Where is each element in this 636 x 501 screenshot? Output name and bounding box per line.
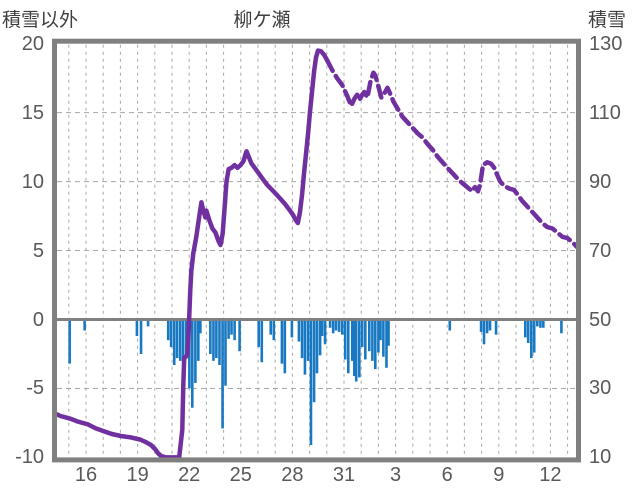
right-axis-tick-130: 130 <box>589 32 623 55</box>
right-axis-tick-10: 10 <box>589 446 612 469</box>
left-axis-tick--5: -5 <box>26 377 44 400</box>
x-axis-tick-22: 22 <box>178 464 201 486</box>
right-axis-title: 積雪 <box>588 10 627 31</box>
right-axis-tick-50: 50 <box>589 308 612 331</box>
x-axis-tick-19: 19 <box>126 464 149 486</box>
left-axis-tick--10: -10 <box>15 446 44 469</box>
x-axis-tick-9: 9 <box>493 464 505 486</box>
right-axis-tick-70: 70 <box>589 239 612 262</box>
x-axis-tick-6: 6 <box>441 464 453 486</box>
snow-depth-line-solid <box>57 48 330 459</box>
snow-depth-line <box>57 48 576 459</box>
left-axis-tick-20: 20 <box>21 32 44 55</box>
right-axis-tick-30: 30 <box>589 377 612 400</box>
right-axis-tick-110: 110 <box>589 101 621 124</box>
non-snow-bars <box>68 321 563 445</box>
x-axis-tick-31: 31 <box>332 464 356 486</box>
plot-border <box>52 38 581 463</box>
left-axis-tick-5: 5 <box>32 239 44 262</box>
chart-title: 柳ケ瀬 <box>233 10 291 31</box>
left-axis-tick-15: 15 <box>21 101 44 124</box>
left-axis-tick-10: 10 <box>21 170 44 193</box>
snow-depth-line-dashed <box>324 57 576 249</box>
x-axis-tick-3: 3 <box>390 464 402 486</box>
x-axis-tick-25: 25 <box>229 464 252 486</box>
horizontal-gridlines <box>57 112 576 389</box>
x-axis-tick-28: 28 <box>281 464 304 486</box>
left-axis-title: 積雪以外 <box>2 10 79 31</box>
right-axis-tick-90: 90 <box>589 170 612 193</box>
x-axis-tick-12: 12 <box>539 464 562 486</box>
left-axis-tick-0: 0 <box>32 308 44 331</box>
x-axis-tick-16: 16 <box>74 464 98 486</box>
